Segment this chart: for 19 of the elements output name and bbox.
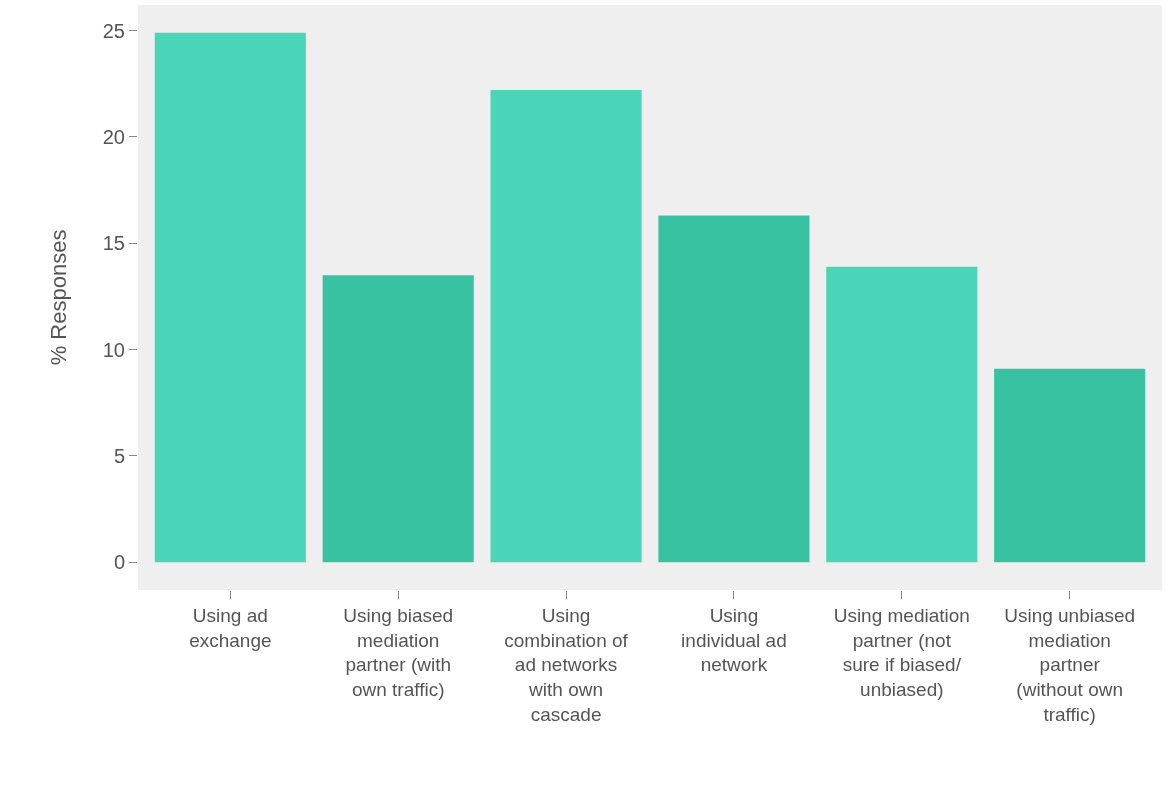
y-tick-label: 5 bbox=[113, 444, 125, 467]
x-tick-label: Using unbiased mediation partner (without own traffic) bbox=[1004, 604, 1136, 725]
y-tick-label: 25 bbox=[102, 19, 125, 42]
x-tick-label: Using biased mediation partner (with own traffic) bbox=[343, 604, 454, 700]
y-tick-label: 0 bbox=[113, 551, 125, 574]
x-tick-label: Using mediation partner (not sure if biased/ unbiased) bbox=[833, 604, 970, 700]
y-axis-title: % Responses bbox=[45, 229, 71, 366]
bar bbox=[490, 90, 642, 563]
x-tick-label: Using ad exchange bbox=[189, 604, 272, 651]
y-tick-label: 20 bbox=[102, 125, 125, 148]
bar bbox=[322, 275, 474, 563]
bar bbox=[154, 32, 306, 563]
bar bbox=[994, 368, 1146, 563]
y-tick-label: 15 bbox=[102, 232, 125, 255]
x-tick-label: Using individual ad network bbox=[681, 604, 787, 676]
y-tick-label: 10 bbox=[102, 338, 125, 361]
bar bbox=[658, 215, 810, 563]
bar bbox=[826, 266, 978, 563]
x-tick-label: Using combination of ad networks with own cascade bbox=[504, 604, 629, 725]
